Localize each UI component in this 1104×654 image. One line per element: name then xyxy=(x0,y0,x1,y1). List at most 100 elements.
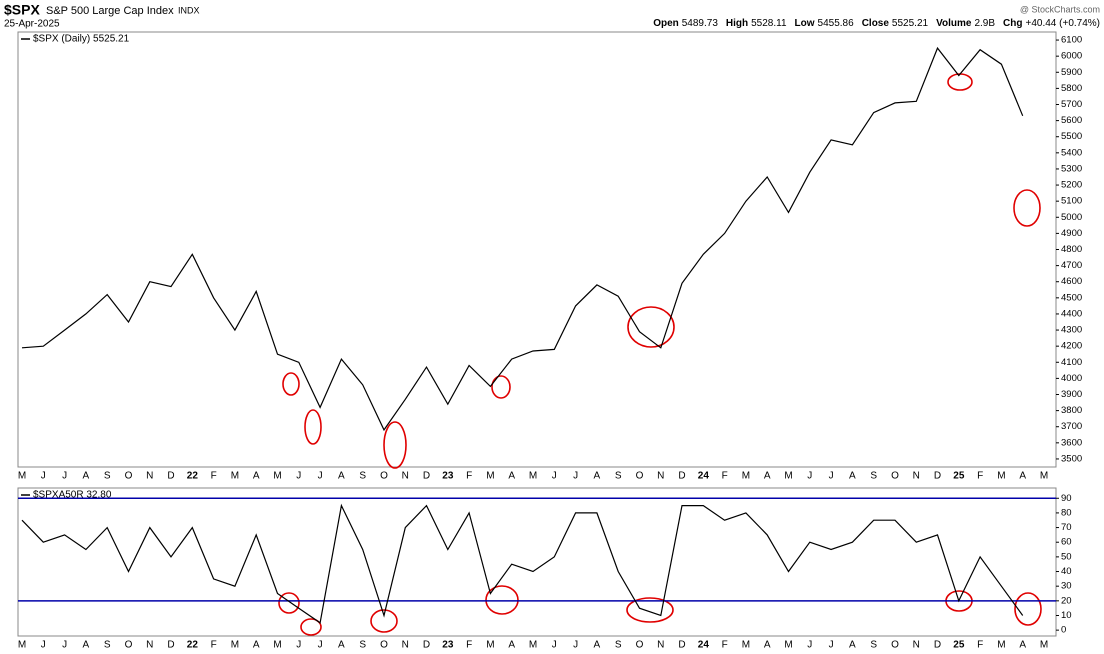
x-tick-label: F xyxy=(466,471,472,482)
circle xyxy=(300,618,322,636)
x-tick-label: F xyxy=(722,471,728,482)
quote-value: 5489.73 xyxy=(682,18,719,29)
x-tick-label: F xyxy=(977,640,983,651)
x-tick-label: A xyxy=(1019,640,1026,651)
x-tick-label: 24 xyxy=(698,640,710,651)
x-tick-label: J xyxy=(829,640,834,651)
x-tick-label: J xyxy=(41,471,46,482)
y-tick-label: 5800 xyxy=(1061,83,1082,94)
quote-label: Chg xyxy=(1003,18,1022,29)
x-tick-label: J xyxy=(807,640,812,651)
y-tick-label: 4200 xyxy=(1061,341,1082,352)
quote-label: Volume xyxy=(936,18,972,29)
x-tick-label: N xyxy=(402,471,409,482)
y-tick-label: 6100 xyxy=(1061,35,1082,46)
x-tick-label: D xyxy=(423,471,430,482)
x-tick-label: M xyxy=(742,471,750,482)
y-tick-label: 3800 xyxy=(1061,405,1082,416)
x-tick-label: O xyxy=(891,640,899,651)
x-tick-label: M xyxy=(529,471,537,482)
x-tick-label: M xyxy=(1040,471,1048,482)
y-tick-label: 50 xyxy=(1061,551,1072,562)
x-tick-label: M xyxy=(529,640,537,651)
quote-label: High xyxy=(726,18,748,29)
x-tick-label: N xyxy=(913,471,920,482)
quote-label: Close xyxy=(862,18,890,29)
y-tick-label: 5100 xyxy=(1061,196,1082,207)
x-tick-label: N xyxy=(657,471,664,482)
x-tick-label: A xyxy=(253,640,260,651)
x-tick-label: M xyxy=(273,640,281,651)
x-tick-label: D xyxy=(423,640,430,651)
x-tick-label: J xyxy=(573,640,578,651)
x-tick-label: M xyxy=(1040,640,1048,651)
x-tick-label: J xyxy=(552,640,557,651)
y-tick-label: 5300 xyxy=(1061,163,1082,174)
y-tick-label: 70 xyxy=(1061,522,1072,533)
circle xyxy=(278,592,300,614)
date: 25-Apr-2025 xyxy=(4,19,60,30)
circle xyxy=(282,372,300,396)
circle xyxy=(370,609,398,633)
x-tick-label: S xyxy=(359,471,366,482)
x-tick-label: A xyxy=(83,640,90,651)
x-tick-label: J xyxy=(41,640,46,651)
y-tick-label: 5200 xyxy=(1061,180,1082,191)
x-tick-label: N xyxy=(657,640,664,651)
circle xyxy=(304,409,322,445)
quote-value: 5525.21 xyxy=(892,18,929,29)
x-tick-label: M xyxy=(784,640,792,651)
x-tick-label: A xyxy=(508,640,515,651)
circle xyxy=(485,585,519,615)
x-tick-label: S xyxy=(870,640,877,651)
series-line xyxy=(21,503,1024,624)
x-tick-label: O xyxy=(125,640,133,651)
x-tick-label: N xyxy=(146,640,153,651)
x-tick-label: O xyxy=(636,471,644,482)
y-tick-label: 5000 xyxy=(1061,212,1082,223)
x-tick-label: J xyxy=(318,640,323,651)
x-tick-label: O xyxy=(380,640,388,651)
circle xyxy=(1013,189,1041,227)
x-tick-label: M xyxy=(997,471,1005,482)
y-tick-label: 5700 xyxy=(1061,99,1082,110)
y-tick-label: 30 xyxy=(1061,581,1072,592)
x-tick-label: S xyxy=(615,640,622,651)
x-tick-label: J xyxy=(318,471,323,482)
x-tick-label: D xyxy=(678,640,685,651)
watermark: @ StockCharts.com xyxy=(1020,4,1100,14)
x-tick-label: 25 xyxy=(953,640,965,651)
y-tick-label: 5500 xyxy=(1061,131,1082,142)
x-tick-label: M xyxy=(231,471,239,482)
y-tick-label: 4000 xyxy=(1061,373,1082,384)
y-tick-label: 4600 xyxy=(1061,276,1082,287)
y-tick-label: 4400 xyxy=(1061,308,1082,319)
x-tick-label: J xyxy=(62,640,67,651)
x-tick-label: F xyxy=(722,640,728,651)
x-tick-label: J xyxy=(296,640,301,651)
x-tick-label: A xyxy=(764,471,771,482)
x-tick-label: 23 xyxy=(442,640,454,651)
y-tick-label: 60 xyxy=(1061,537,1072,548)
x-tick-label: N xyxy=(402,640,409,651)
x-tick-label: 22 xyxy=(187,640,199,651)
symbol: $SPX xyxy=(4,2,40,18)
x-tick-label: M xyxy=(231,640,239,651)
x-tick-label: M xyxy=(997,640,1005,651)
x-tick-label: J xyxy=(573,471,578,482)
x-tick-label: N xyxy=(913,640,920,651)
x-tick-label: N xyxy=(146,471,153,482)
x-tick-label: S xyxy=(870,471,877,482)
x-tick-label: M xyxy=(742,640,750,651)
x-tick-label: D xyxy=(167,640,174,651)
x-tick-label: J xyxy=(62,471,67,482)
x-tick-label: M xyxy=(486,471,494,482)
circle xyxy=(491,375,511,399)
x-tick-label: 23 xyxy=(442,471,454,482)
x-tick-label: O xyxy=(380,471,388,482)
x-tick-label: S xyxy=(104,640,111,651)
y-tick-label: 4100 xyxy=(1061,357,1082,368)
x-tick-label: A xyxy=(338,640,345,651)
legend-label: $SPXA50R 32.80 xyxy=(33,490,112,501)
